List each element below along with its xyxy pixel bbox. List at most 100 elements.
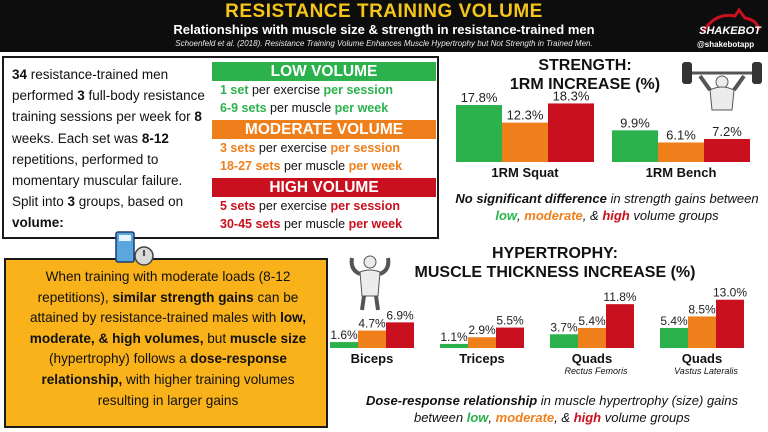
data-label: 11.8% <box>603 290 636 304</box>
reps-range: 8-12 <box>141 130 169 146</box>
hypertrophy-note-emphasis: Dose-response relationship <box>365 393 538 408</box>
study-text-4: repetitions, performed to momentary musc… <box>12 151 183 210</box>
strength-note-high: high <box>602 208 630 223</box>
strength-title: STRENGTH: 1RM INCREASE (%) <box>500 56 670 94</box>
bar <box>612 130 658 162</box>
study-design-box: 34 resistance-trained men performed 3 fu… <box>2 56 439 239</box>
strength-note-low: low <box>495 208 518 223</box>
data-label: 17.8% <box>461 90 498 105</box>
volume-amount: 5 sets <box>220 199 256 213</box>
volume-week-line: 18-27 sets per muscle per week <box>220 159 402 173</box>
volume-descriptor: per exercise <box>248 83 324 97</box>
strength-title-line2: 1RM INCREASE (%) <box>509 76 661 93</box>
page-subtitle: Relationships with muscle size & strengt… <box>173 22 595 37</box>
shakebot-logo-icon: SHAKEBOT <box>699 7 762 37</box>
volume-amount: 30-45 sets <box>220 217 281 231</box>
data-label: 13.0% <box>713 286 747 300</box>
strength-note: No significant difference in strength ga… <box>450 190 764 224</box>
bar <box>716 299 744 348</box>
conclusion-emphasis: dose-response relationship, <box>41 351 287 387</box>
bar <box>606 304 634 348</box>
volume-header: HIGH VOLUME <box>212 178 436 197</box>
volume-descriptor: per exercise <box>255 199 331 213</box>
volume-descriptor: per muscle <box>280 159 349 173</box>
volume-unit: per session <box>323 83 394 97</box>
hypertrophy-note-part: in muscle hypertrophy (size) gains betwe… <box>413 393 739 425</box>
strength-note-part: , <box>517 208 525 223</box>
data-label: 4.7% <box>358 317 386 331</box>
data-label: 5.4% <box>660 314 688 328</box>
conclusion-box: When training with moderate loads (8-12 … <box>4 258 328 428</box>
bar <box>386 322 414 348</box>
volume-unit: per week <box>334 101 389 115</box>
bar <box>496 327 524 348</box>
study-description: 34 resistance-trained men performed 3 fu… <box>12 64 206 234</box>
hypertrophy-title-line2: MUSCLE THICKNESS INCREASE (%) <box>414 264 696 281</box>
category-label: Biceps <box>351 351 394 366</box>
volume-session-line: 5 sets per exercise per session <box>220 199 400 213</box>
groups-basis: volume: <box>12 215 64 231</box>
citation: Schoenfeld et al. (2018). Resistance Tra… <box>175 39 593 48</box>
category-label: Quads <box>572 351 612 366</box>
volume-header: LOW VOLUME <box>212 62 436 81</box>
bar <box>358 330 386 348</box>
flexing-muscle-icon <box>349 255 391 311</box>
data-label: 5.4% <box>578 314 606 328</box>
data-label: 1.6% <box>330 328 358 342</box>
volume-amount: 1 set <box>220 83 249 97</box>
data-label: 3.7% <box>550 320 578 334</box>
volume-week-line: 30-45 sets per muscle per week <box>220 217 402 231</box>
bar <box>550 334 578 348</box>
volume-unit: per week <box>348 217 403 231</box>
bar <box>548 103 594 162</box>
conclusion-part: can be attained by resistance-trained ma… <box>29 289 299 326</box>
data-label: 5.5% <box>496 314 524 328</box>
volume-amount: 6-9 sets <box>220 101 267 115</box>
volume-unit: per session <box>330 141 400 155</box>
strength-note-moderate: moderate <box>524 208 583 223</box>
bar <box>468 337 496 348</box>
hypertrophy-title-line1: HYPERTROPHY: <box>492 245 618 262</box>
hypertrophy-note-part: , <box>488 410 496 425</box>
data-label: 1.1% <box>440 330 468 344</box>
bar <box>660 327 688 348</box>
strength-note-part: in strength gains between <box>606 191 759 206</box>
strength-chart: 17.8% 12.3% 18.3% 1RM Squat 9.9% 6.1% 7.2% 1RM … <box>456 90 750 180</box>
svg-text:SHAKEBOT: SHAKEBOT <box>699 25 762 37</box>
hypertrophy-note-high: high <box>573 410 602 425</box>
study-text-3: weeks. Each set was <box>12 130 142 146</box>
groups-count: 3 <box>67 194 76 210</box>
volume-descriptor: per muscle <box>266 101 335 115</box>
data-label: 8.5% <box>688 302 716 316</box>
category-label: 1RM Bench <box>646 165 717 180</box>
conclusion-emphasis: low, moderate, & high volumes, <box>29 310 307 346</box>
header-bar: RESISTANCE TRAINING VOLUME Relationships… <box>0 0 768 52</box>
volume-week-line: 6-9 sets per muscle per week <box>220 101 388 115</box>
strength-note-emphasis: No significant difference <box>455 191 607 206</box>
category-label: 1RM Squat <box>491 165 559 180</box>
volume-amount: 18-27 sets <box>220 159 281 173</box>
bar <box>330 342 358 348</box>
page-title: RESISTANCE TRAINING VOLUME <box>225 1 543 22</box>
data-label: 2.9% <box>468 323 496 337</box>
conclusion-part: but <box>203 330 230 346</box>
hypertrophy-note-part: volume groups <box>601 410 691 425</box>
data-label: 12.3% <box>507 108 544 123</box>
study-text-5: groups, based on <box>75 194 184 210</box>
bar <box>440 343 468 348</box>
data-label: 9.9% <box>620 115 650 130</box>
volume-session-line: 1 set per exercise per session <box>220 83 393 97</box>
volume-session-line: 3 sets per exercise per session <box>220 141 400 155</box>
bar <box>688 316 716 348</box>
brand-handle: @shakebotapp <box>697 40 755 49</box>
volume-unit: per week <box>348 159 403 173</box>
hypertrophy-note-moderate: moderate <box>495 410 555 425</box>
bar <box>578 327 606 348</box>
category-label: Triceps <box>459 351 505 366</box>
volume-header: MODERATE VOLUME <box>212 120 436 139</box>
volume-amount: 3 sets <box>220 141 256 155</box>
bar <box>456 105 502 162</box>
study-text-2: full-body resistance training sessions p… <box>12 88 205 125</box>
conclusion-part: When training with moderate loads (8-12 … <box>37 269 291 305</box>
